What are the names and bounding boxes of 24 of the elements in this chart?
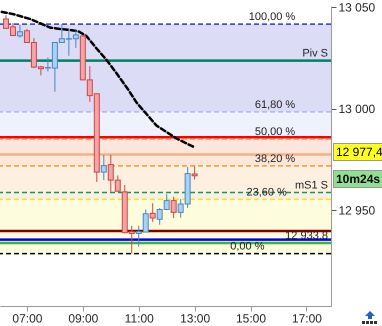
x-tick-label: 17:00 <box>292 312 322 326</box>
y-tick-label: 12 950 <box>338 204 376 218</box>
x-tick-label: 13:00 <box>180 312 210 326</box>
annotation: 0,00 % <box>230 240 265 253</box>
annotation: 61,80 % <box>254 98 296 111</box>
candlestick <box>192 166 198 180</box>
annotation: 100,00 % <box>248 11 296 24</box>
x-tick-label: 07:00 <box>12 312 43 326</box>
x-tick-label: 11:00 <box>124 312 154 326</box>
annotation: 38,20 % <box>254 152 296 165</box>
candlestick <box>16 24 23 38</box>
text: 12 977,4 <box>333 143 382 161</box>
ref-line-label: mS1 S <box>294 179 328 192</box>
text: 10m24s <box>333 170 382 188</box>
candlestick <box>170 196 177 219</box>
ref-line-label: Piv S <box>302 48 328 60</box>
x-tick-label: 09:00 <box>68 312 99 326</box>
candlestick <box>100 154 107 181</box>
y-tick-label: 13 000 <box>338 102 376 116</box>
candlestick <box>150 202 156 222</box>
x-tick-label: 15:00 <box>236 312 266 326</box>
line-series <box>0 10 194 148</box>
annotation: 50,00 % <box>254 126 296 138</box>
y-tick-label: 13 050 <box>338 0 376 15</box>
